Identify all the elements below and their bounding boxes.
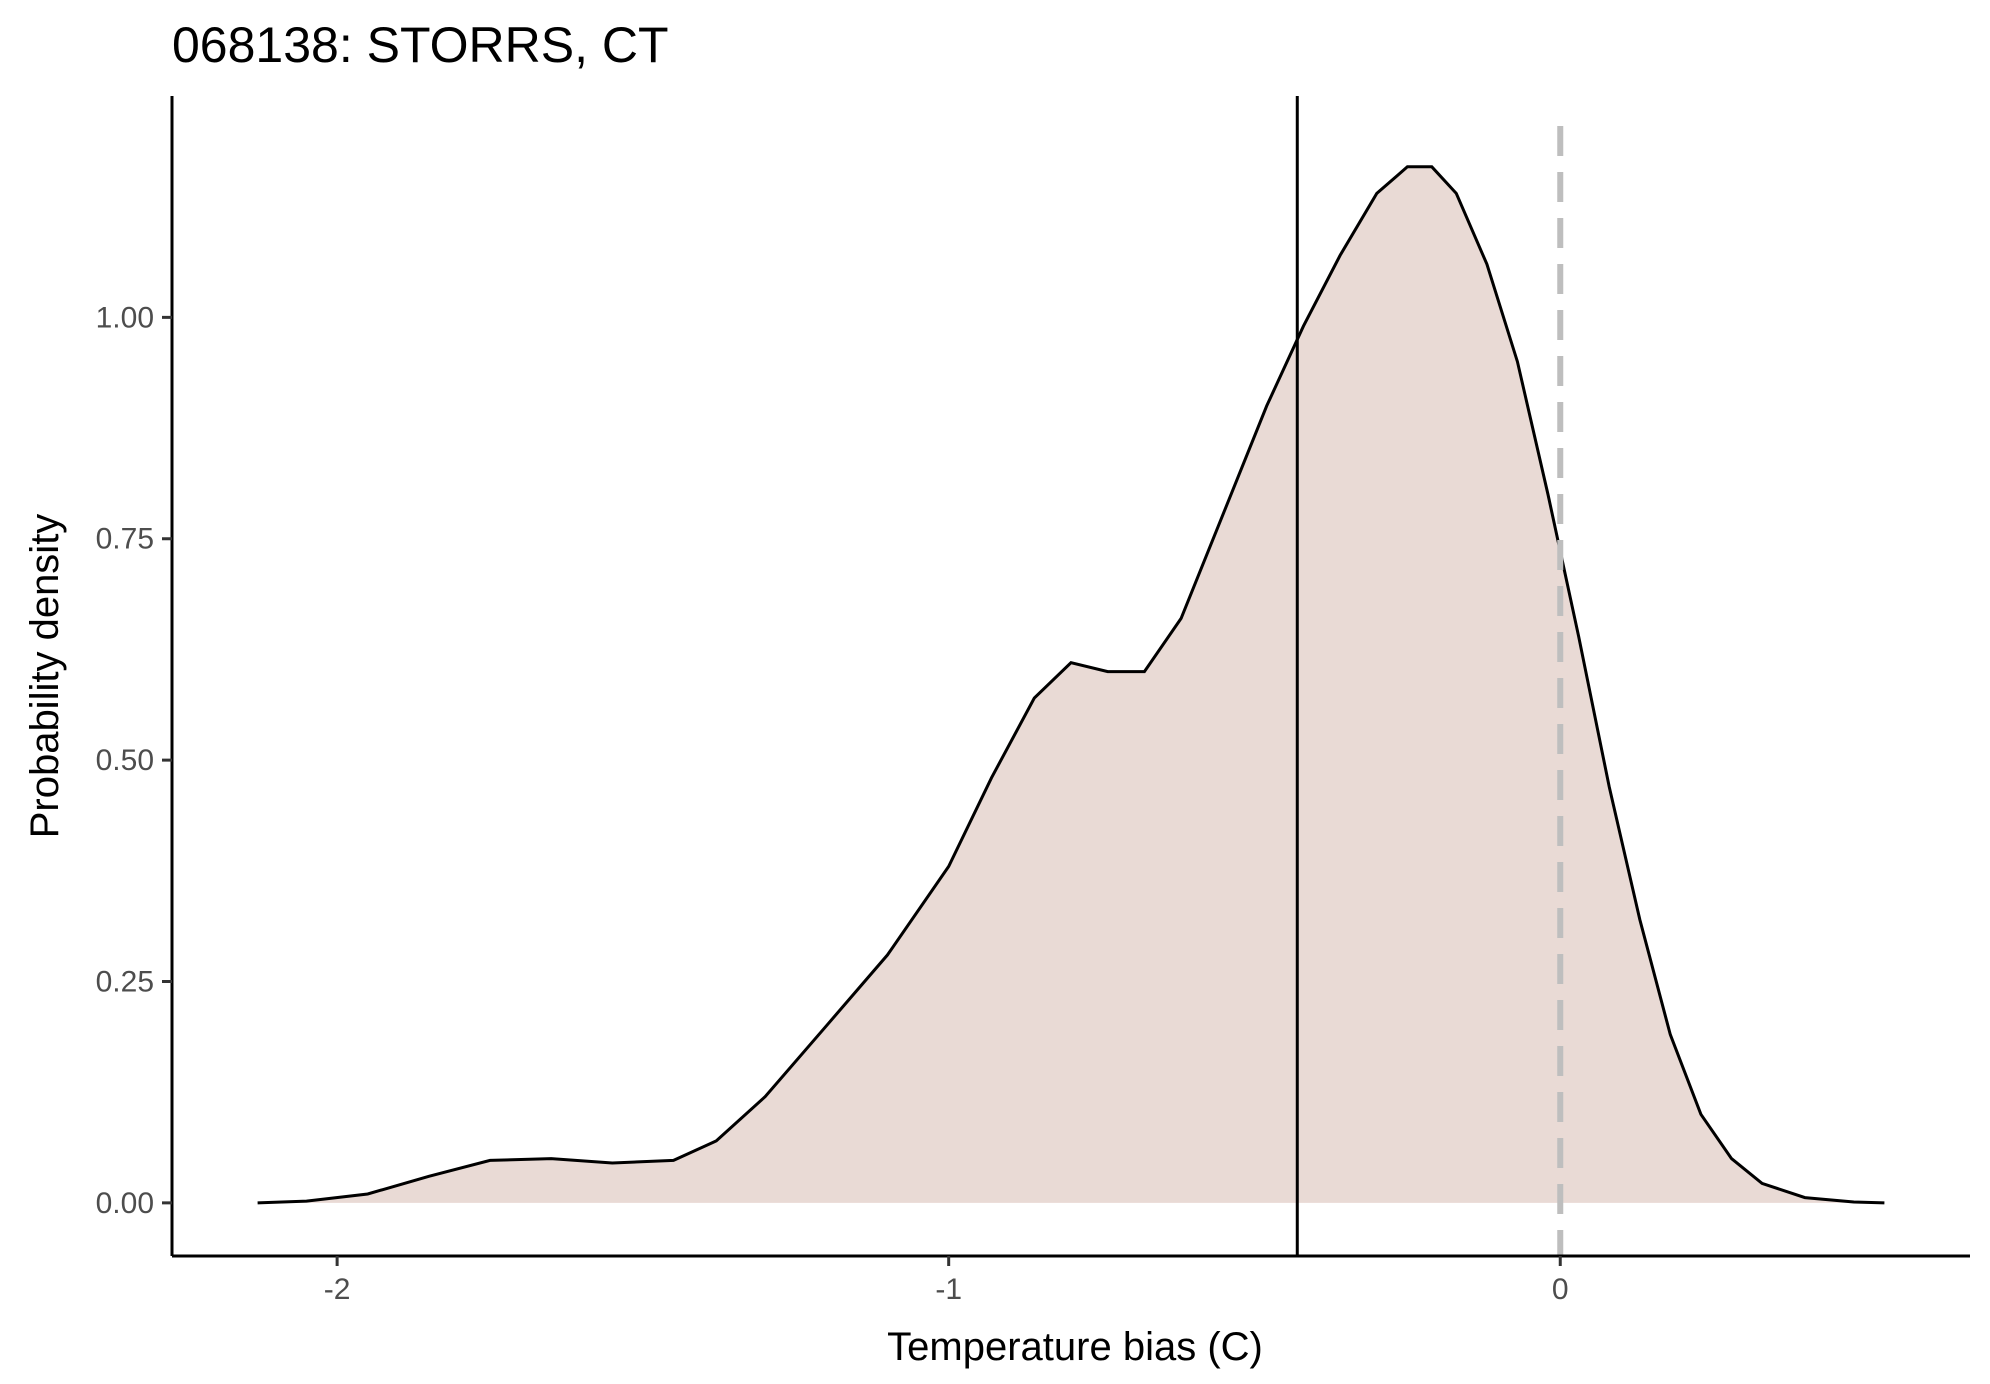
y-axis-ticks: 0.00 0.25 0.50 0.75 1.00 [96, 301, 172, 1220]
y-tick-label: 0.25 [96, 965, 154, 998]
density-area [257, 166, 1885, 1203]
x-axis-ticks: -2 -1 0 [324, 1256, 1569, 1306]
density-curve [257, 165, 1885, 1205]
x-tick-label: -2 [324, 1273, 351, 1306]
y-axis-title: Probability density [23, 514, 67, 839]
y-tick-label: 0.75 [96, 523, 154, 556]
axes: -2 -1 0 0.00 0.25 0.50 0.75 1.00 [96, 96, 1970, 1306]
x-tick-label: -1 [935, 1273, 962, 1306]
plot-area [257, 96, 1885, 1256]
y-tick-label: 1.00 [96, 301, 154, 334]
x-axis-title: Temperature bias (C) [887, 1325, 1263, 1369]
y-tick-label: 0.50 [96, 744, 154, 777]
chart-title: 068138: STORRS, CT [172, 17, 669, 73]
y-tick-label: 0.00 [96, 1187, 154, 1220]
x-tick-label: 0 [1552, 1273, 1569, 1306]
